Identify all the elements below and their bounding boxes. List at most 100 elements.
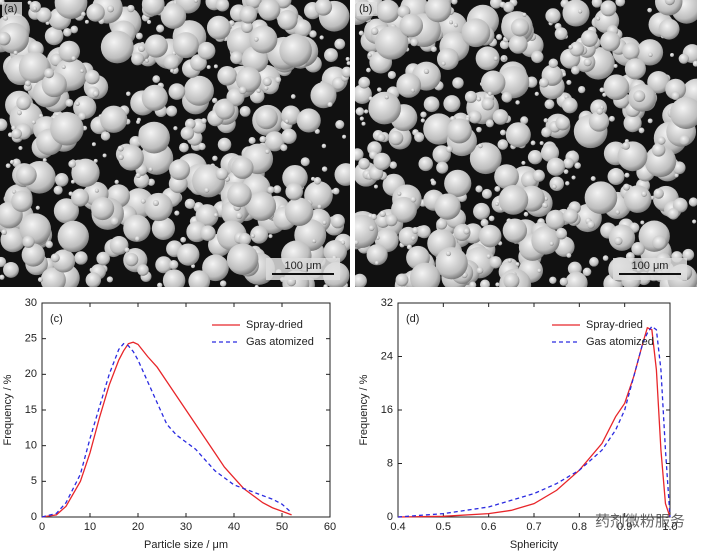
particle	[499, 39, 510, 50]
particle	[200, 225, 216, 241]
micrograph: (b) 100 μm	[355, 0, 697, 287]
particle	[334, 38, 346, 50]
particle	[191, 264, 196, 269]
particle	[479, 279, 490, 287]
particle	[275, 76, 282, 83]
particle	[141, 0, 165, 16]
particle	[409, 262, 441, 287]
particle	[657, 136, 666, 145]
particle	[368, 91, 402, 125]
particle	[213, 212, 218, 218]
particle	[355, 214, 379, 249]
x-tick-label: 0.9	[617, 521, 632, 533]
particle	[78, 112, 87, 121]
particle	[136, 119, 141, 124]
particle	[198, 142, 206, 151]
particle	[636, 39, 664, 66]
particle	[389, 161, 397, 169]
particle	[73, 95, 97, 120]
particle	[599, 87, 605, 93]
particle	[358, 30, 364, 36]
y-tick-label: 8	[387, 457, 393, 469]
particle	[358, 158, 370, 170]
particle	[478, 224, 502, 248]
particle	[640, 220, 645, 225]
particle	[555, 227, 568, 240]
y-tick-label: 15	[25, 404, 37, 416]
particle	[410, 196, 417, 203]
particle	[58, 40, 81, 63]
particle	[488, 215, 495, 222]
particle	[418, 156, 434, 172]
particle	[126, 91, 131, 97]
particle	[496, 66, 530, 99]
particle	[184, 198, 196, 210]
particle	[613, 64, 618, 69]
particle	[545, 209, 566, 230]
particle	[670, 96, 697, 129]
particle	[264, 149, 270, 154]
particle	[300, 157, 310, 167]
x-axis-label: Particle size / μm	[144, 539, 228, 551]
particle	[355, 107, 365, 116]
particle	[248, 137, 256, 145]
particle	[520, 116, 529, 125]
particle	[342, 134, 347, 139]
particle	[355, 148, 364, 161]
particle	[368, 225, 375, 231]
particle	[157, 282, 163, 287]
particle	[258, 0, 281, 21]
particle	[463, 228, 470, 235]
particle	[582, 267, 592, 277]
particle	[436, 161, 449, 174]
particle	[71, 188, 89, 207]
y-axis-label: Frequency / %	[2, 374, 14, 445]
particle	[539, 141, 544, 146]
particle	[361, 121, 366, 126]
y-tick-label: 30	[25, 297, 37, 309]
y-tick-label: 32	[381, 297, 393, 309]
particle	[493, 56, 499, 61]
particle	[172, 32, 199, 59]
particle	[21, 243, 45, 267]
particle	[63, 27, 72, 37]
particle	[147, 178, 155, 186]
particle	[100, 105, 128, 133]
particle	[565, 271, 588, 287]
particle	[406, 244, 412, 250]
particle	[50, 111, 84, 146]
particle	[665, 78, 687, 100]
particle	[622, 141, 630, 150]
particle	[664, 0, 675, 6]
panel-label: (a)	[4, 3, 17, 15]
watermark: 药剂微粉服务	[595, 513, 685, 530]
particle	[465, 117, 470, 122]
particle	[79, 68, 84, 73]
particle	[566, 253, 572, 258]
particle	[180, 126, 195, 141]
particle	[246, 191, 277, 221]
particle	[655, 0, 683, 16]
particle	[32, 6, 37, 11]
particle	[109, 235, 129, 255]
particle	[608, 115, 615, 122]
particle	[633, 90, 646, 103]
particle	[359, 116, 364, 121]
particle	[521, 160, 526, 165]
legend-label: Spray-dried	[246, 319, 303, 331]
particle	[379, 210, 386, 218]
particle	[481, 97, 495, 111]
particle	[580, 29, 598, 47]
particle	[250, 225, 269, 244]
particle	[574, 162, 581, 169]
particle	[672, 161, 686, 175]
particle	[508, 34, 528, 54]
particle	[273, 185, 282, 194]
particle	[376, 87, 382, 92]
particle	[464, 90, 478, 104]
particle	[596, 107, 604, 115]
particle	[391, 196, 417, 223]
particle	[540, 143, 560, 162]
particle	[53, 185, 63, 195]
